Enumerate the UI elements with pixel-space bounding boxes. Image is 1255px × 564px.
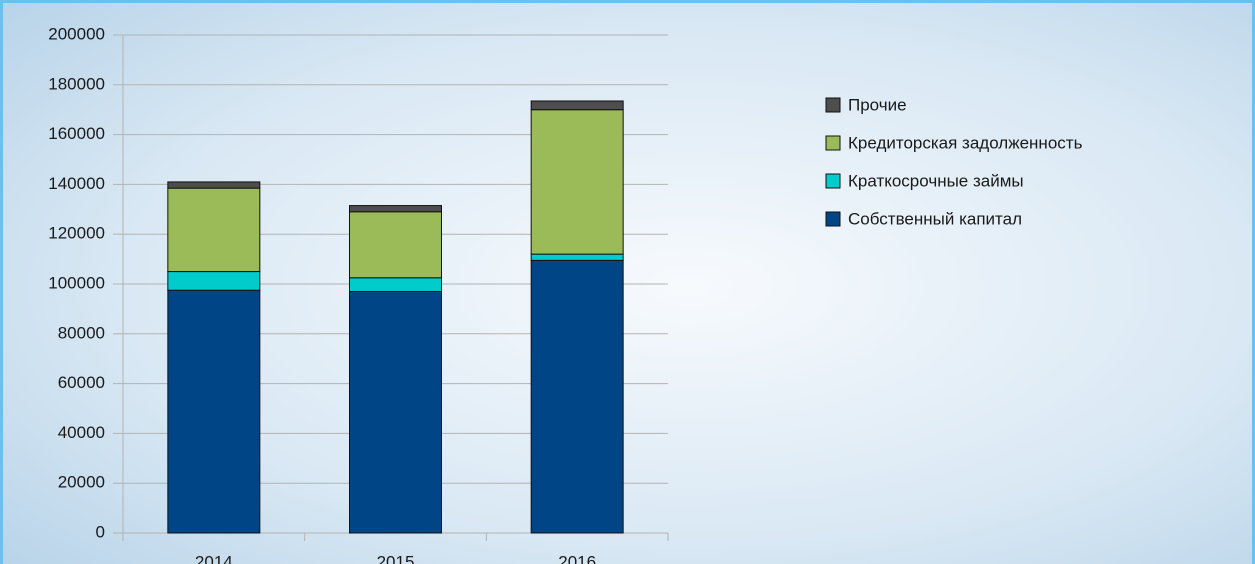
legend-label: Прочие [848, 95, 907, 114]
x-tick-label: 2015 [377, 552, 415, 564]
bar-segment [530, 259, 624, 534]
legend-swatch [825, 97, 841, 113]
y-tick-label: 40000 [58, 423, 105, 442]
bar-segment [167, 289, 261, 534]
x-tick-label: 2014 [195, 552, 233, 564]
legend-label: Кредиторская задолженность [848, 133, 1083, 152]
y-tick-label: 200000 [48, 24, 105, 43]
y-tick-label: 160000 [48, 124, 105, 143]
legend-label: Краткосрочные займы [848, 171, 1024, 190]
legend-swatch [825, 135, 841, 151]
x-tick-label: 2016 [558, 552, 596, 564]
y-tick-label: 140000 [48, 174, 105, 193]
bar-segment [530, 100, 624, 111]
y-tick-label: 20000 [58, 473, 105, 492]
bar-segment [530, 253, 624, 261]
y-tick-label: 120000 [48, 224, 105, 243]
bar-segment [167, 271, 261, 291]
y-tick-label: 100000 [48, 273, 105, 292]
y-tick-label: 0 [96, 522, 105, 541]
bar-segment [349, 205, 442, 213]
bar-segment [349, 277, 442, 292]
y-tick-label: 180000 [48, 74, 105, 93]
bar-segment [530, 109, 624, 255]
y-tick-label: 80000 [58, 323, 105, 342]
legend-swatch [825, 211, 841, 227]
bar-segment [167, 181, 261, 189]
bar-segment [349, 211, 442, 279]
bar-segment [167, 187, 261, 273]
legend-swatch [825, 173, 841, 189]
legend-label: Собственный капитал [848, 209, 1022, 228]
plot-area: 0 20000 40000 60000 80000 100000 120000 140000 1… [48, 24, 1082, 564]
bar-segment [349, 290, 442, 534]
y-tick-label: 60000 [58, 373, 105, 392]
